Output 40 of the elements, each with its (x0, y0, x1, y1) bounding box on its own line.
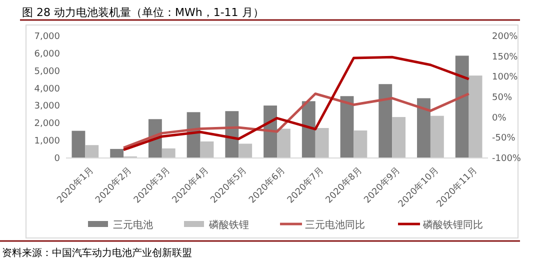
bar (162, 148, 176, 158)
bar (392, 117, 406, 158)
y2-tick-label: 150% (492, 52, 518, 62)
y2-tick-label: 0% (492, 113, 507, 124)
bar (277, 128, 290, 158)
legend-label: 三元电池 (113, 219, 153, 231)
text: 资料来源：中国汽车动力电池产业创新联盟 (2, 247, 192, 259)
bar (72, 130, 86, 158)
line-series (122, 56, 470, 152)
chart-title: 图 28 动力电池装机量（单位：MWh，1-11 月） (22, 6, 264, 19)
line-series (122, 92, 470, 150)
bar (430, 116, 444, 158)
y-tick-label: 1,000 (34, 136, 60, 147)
y-tick-label: 2,000 (34, 119, 60, 130)
bar (302, 101, 316, 158)
legend-label: 磷酸铁锂同比 (422, 219, 483, 231)
bar (354, 130, 368, 158)
y-tick-label: 6,000 (34, 49, 60, 60)
y-tick-label: 7,000 (34, 32, 60, 42)
y-tick-label: 0 (54, 154, 60, 164)
y-tick-label: 5,000 (34, 66, 60, 77)
legend-label: 三元电池同比 (305, 219, 365, 231)
y-tick-label: 4,000 (34, 84, 60, 94)
y2-tick-label: 50% (492, 93, 512, 103)
bar (85, 145, 99, 158)
bar (238, 144, 252, 158)
bar (455, 56, 469, 158)
bar (315, 128, 329, 158)
bar (340, 96, 354, 158)
y2-tick-label: -100% (492, 154, 522, 164)
legend-label: 磷酸铁锂 (208, 219, 249, 231)
bar (378, 84, 392, 158)
y2-tick-label: -50% (492, 134, 516, 144)
bar (200, 141, 214, 158)
y2-tick-label: 200% (492, 32, 518, 42)
y-tick-label: 3,000 (34, 102, 60, 112)
bar (417, 98, 430, 158)
y2-tick-label: 100% (492, 72, 518, 83)
bar (110, 148, 124, 158)
bar (468, 76, 482, 158)
